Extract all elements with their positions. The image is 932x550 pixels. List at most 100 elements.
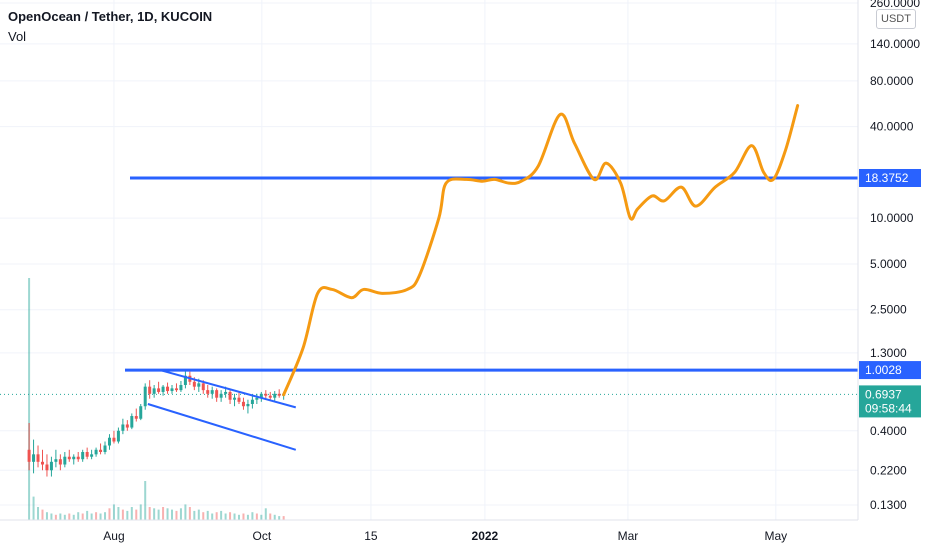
x-tick-label: Oct xyxy=(253,529,272,543)
volume-bar xyxy=(220,510,223,520)
projection-path xyxy=(282,104,800,397)
price-axis[interactable]: 260.0000 140.0000 80.0000 40.0000 10.0000 5.0… xyxy=(870,0,920,512)
volume-bar xyxy=(121,509,124,520)
candle-body xyxy=(241,401,245,407)
volume-bar xyxy=(229,512,232,520)
candle-body xyxy=(201,383,205,391)
volume-bar xyxy=(211,513,214,520)
lower-level-badge-bg xyxy=(859,361,921,380)
x-tick-label: May xyxy=(764,529,787,543)
candle-body xyxy=(166,386,170,392)
y-tick-label: 0.2200 xyxy=(870,463,907,477)
x-tick-label: 15 xyxy=(364,529,378,543)
candle-body xyxy=(192,381,196,387)
candle-body xyxy=(183,375,187,385)
volume-bar xyxy=(86,510,89,520)
candle-body xyxy=(170,388,174,392)
volume-bar xyxy=(233,513,236,520)
volume-bar xyxy=(166,508,169,520)
volume-bar xyxy=(117,507,120,520)
last-price-badge-text: 09:58:44 xyxy=(865,401,912,415)
candle-body xyxy=(85,452,89,457)
candle-body xyxy=(197,383,201,387)
volume-bar xyxy=(63,514,66,520)
currency-badge[interactable]: USDT xyxy=(876,9,916,29)
time-axis[interactable]: Aug Oct 15 2022 Mar May xyxy=(103,529,787,543)
volume-bar xyxy=(282,516,285,520)
candle-body xyxy=(134,416,138,419)
candle-body xyxy=(237,397,241,402)
volume-indicator-label[interactable]: Vol xyxy=(8,29,27,44)
volume-bar xyxy=(72,514,75,520)
candle-body xyxy=(58,459,62,465)
y-tick-label: 80.0000 xyxy=(870,74,914,88)
candle-body xyxy=(152,388,156,394)
candle-body xyxy=(103,445,107,453)
volume-bar xyxy=(260,514,263,520)
volume-bar xyxy=(41,509,44,520)
volume-bar xyxy=(54,514,57,520)
candles xyxy=(27,370,286,477)
volume-bar xyxy=(99,513,102,520)
volume-bar xyxy=(251,512,254,520)
volume-bar xyxy=(77,512,80,520)
candle-body xyxy=(81,452,85,460)
volume-bar xyxy=(188,507,191,520)
volume-bar xyxy=(32,496,35,520)
volume-bar xyxy=(255,513,258,520)
candle-body xyxy=(277,393,281,396)
channel-line-lower xyxy=(147,403,297,451)
candle-body xyxy=(130,416,134,428)
candle-body xyxy=(233,397,237,400)
x-tick-label: Aug xyxy=(103,529,124,543)
volume-bars xyxy=(28,278,285,520)
candle-body xyxy=(112,437,116,442)
candle-body xyxy=(210,390,214,394)
candle-body xyxy=(268,395,272,398)
last-price-badge-text: 0.6937 xyxy=(865,387,902,401)
candle-body xyxy=(116,430,120,442)
candle-body xyxy=(246,403,250,407)
volume-bar xyxy=(162,507,165,520)
y-tick-label: 0.1300 xyxy=(870,498,907,512)
candle-body xyxy=(94,449,98,455)
volume-bar xyxy=(246,514,249,520)
volume-bar xyxy=(153,508,156,520)
y-tick-label: 0.4000 xyxy=(870,424,907,438)
volume-bar xyxy=(202,512,205,520)
lower-level-badge: 1.0028 xyxy=(859,361,921,380)
volume-bar xyxy=(157,509,160,520)
volume-bar xyxy=(269,513,272,520)
y-tick-label: 10.0000 xyxy=(870,211,914,225)
volume-bar xyxy=(237,514,240,520)
volume-bar xyxy=(264,508,267,520)
candle-body xyxy=(250,399,254,404)
x-tick-label: Mar xyxy=(618,529,639,543)
candle-body xyxy=(259,393,263,398)
y-tick-label: 5.0000 xyxy=(870,257,907,271)
candle-body xyxy=(90,454,94,457)
candle-body xyxy=(273,393,277,398)
candle-body xyxy=(54,459,58,462)
y-tick-label: 2.5000 xyxy=(870,303,907,317)
volume-bar xyxy=(175,510,178,520)
volume-bar xyxy=(108,508,111,520)
y-tick-label: 40.0000 xyxy=(870,120,914,134)
volume-bar xyxy=(206,510,209,520)
candle-body xyxy=(215,390,219,398)
candle-body xyxy=(206,390,210,394)
upper-level-badge: 18.3752 xyxy=(859,168,921,187)
candle-body xyxy=(161,386,165,392)
x-tick-label: 2022 xyxy=(472,529,499,543)
volume-bar xyxy=(135,509,138,520)
candle-body xyxy=(125,424,129,428)
candle-body xyxy=(76,456,80,460)
channel-line-upper xyxy=(159,369,297,409)
candle-body xyxy=(228,391,232,400)
candle-body xyxy=(224,391,228,394)
volume-bar xyxy=(273,514,276,520)
candle-body xyxy=(32,454,36,462)
volume-bar xyxy=(193,510,196,520)
